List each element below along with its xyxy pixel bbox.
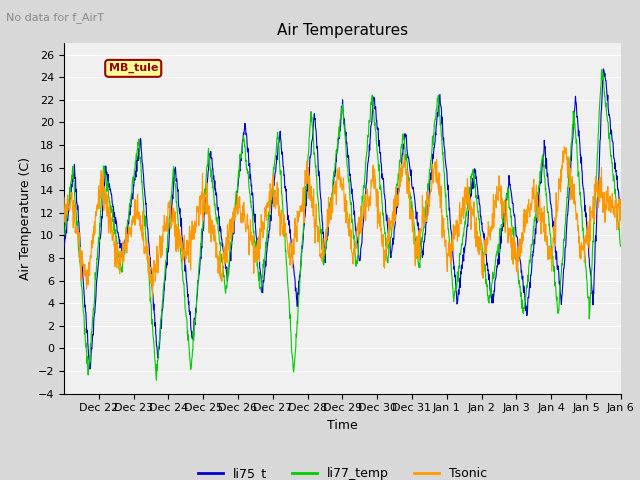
Text: No data for f_AirT: No data for f_AirT <box>6 12 104 23</box>
Y-axis label: Air Temperature (C): Air Temperature (C) <box>19 157 32 280</box>
X-axis label: Time: Time <box>327 419 358 432</box>
Title: Air Temperatures: Air Temperatures <box>277 23 408 38</box>
Text: MB_tule: MB_tule <box>109 63 158 73</box>
Legend: li75_t, li77_temp, Tsonic: li75_t, li77_temp, Tsonic <box>193 462 492 480</box>
